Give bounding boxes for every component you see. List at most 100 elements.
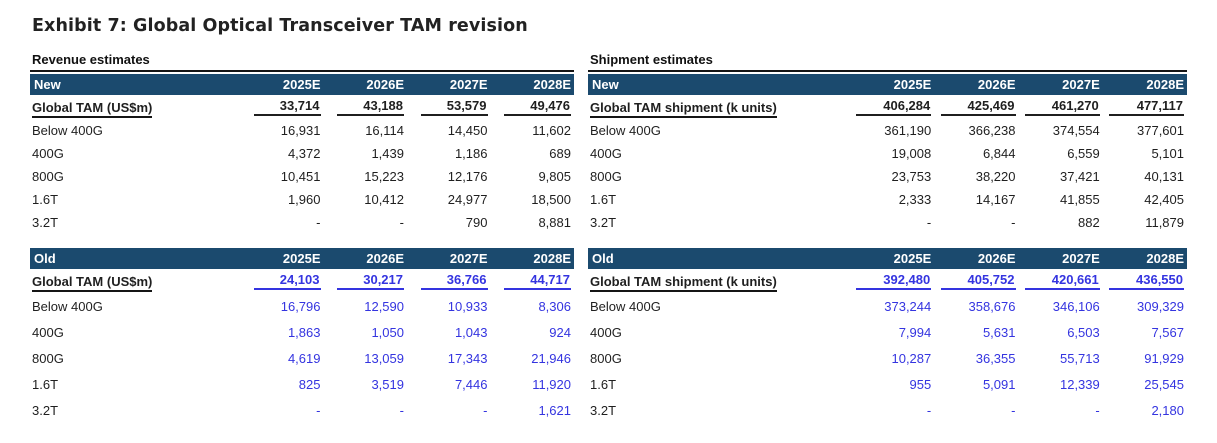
cell-value: 10,933 bbox=[447, 298, 488, 314]
cell-value: - bbox=[926, 215, 932, 230]
cell-value: 23,753 bbox=[891, 169, 932, 184]
metric-value-cell: 43,188 bbox=[324, 95, 408, 119]
cell-value: 36,355 bbox=[975, 350, 1016, 366]
old-scenario-header: Old bbox=[30, 248, 240, 269]
cell-value: 2,333 bbox=[898, 192, 932, 207]
row-label: Below 400G bbox=[590, 123, 661, 138]
metric-label-cell: Global TAM (US$m) bbox=[30, 269, 240, 293]
shipment-section: Shipment estimates New 2025E 2026E 2027E 202… bbox=[588, 52, 1187, 423]
table-row: Below 400G 373,244 358,676 346,106 309,329 bbox=[588, 293, 1187, 319]
table-header-row: Old 2025E 2026E 2027E 2028E bbox=[30, 248, 574, 269]
year-column-header: 2028E bbox=[490, 248, 574, 269]
table-row: 800G 10,287 36,355 55,713 91,929 bbox=[588, 345, 1187, 371]
cell-value: 25,545 bbox=[1144, 376, 1184, 392]
table-row: 800G 4,619 13,059 17,343 21,946 bbox=[30, 345, 574, 371]
cell-value: 3,519 bbox=[371, 376, 404, 392]
cell-value: 13,059 bbox=[364, 350, 404, 366]
cell-value: 10,287 bbox=[891, 350, 932, 366]
metric-value: 392,480 bbox=[856, 272, 932, 290]
row-label: 3.2T bbox=[590, 215, 617, 230]
table-row: 400G 1,863 1,050 1,043 924 bbox=[30, 319, 574, 345]
cell-value: 24,977 bbox=[447, 192, 488, 207]
row-label: 1.6T bbox=[590, 192, 617, 207]
cell-value: 21,946 bbox=[531, 350, 571, 366]
year-column-header: 2026E bbox=[323, 248, 407, 269]
revenue-section: Revenue estimates New 2025E 2026E 2027E 2028… bbox=[30, 52, 574, 423]
table-row: 400G 19,008 6,844 6,559 5,101 bbox=[588, 142, 1187, 165]
cell-value: 1,050 bbox=[371, 324, 404, 340]
table-row: 1.6T 825 3,519 7,446 11,920 bbox=[30, 371, 574, 397]
year-column-header: 2028E bbox=[1102, 74, 1187, 95]
row-label: 400G bbox=[32, 146, 64, 161]
metric-label: Global TAM shipment (k units) bbox=[590, 273, 777, 292]
shipment-new-table: New 2025E 2026E 2027E 2028E Global TAM shipme… bbox=[588, 74, 1187, 234]
cell-value: 1,043 bbox=[454, 324, 488, 340]
cell-value: 882 bbox=[1078, 215, 1100, 230]
year-column-header: 2025E bbox=[240, 248, 324, 269]
table-row: 400G 7,994 5,631 6,503 7,567 bbox=[588, 319, 1187, 345]
row-label: 800G bbox=[590, 169, 622, 184]
metric-value-cell: 420,661 bbox=[1019, 269, 1103, 293]
year-column-header: 2026E bbox=[934, 74, 1019, 95]
cell-value: 14,450 bbox=[447, 123, 488, 138]
cell-value: 6,559 bbox=[1067, 146, 1100, 161]
metric-row: Global TAM (US$m) 33,714 43,188 53,579 49,47… bbox=[30, 95, 574, 119]
metric-label: Global TAM (US$m) bbox=[32, 273, 153, 292]
metric-value-cell: 461,270 bbox=[1019, 95, 1103, 119]
cell-value: 16,114 bbox=[365, 123, 404, 138]
metric-value: 436,550 bbox=[1109, 272, 1184, 290]
cell-value: 7,994 bbox=[898, 324, 932, 340]
row-label: 3.2T bbox=[590, 402, 617, 418]
table-header-row: Old 2025E 2026E 2027E 2028E bbox=[588, 248, 1187, 269]
year-column-header: 2026E bbox=[323, 74, 407, 95]
cell-value: - bbox=[1011, 215, 1016, 230]
year-column-header: 2027E bbox=[407, 74, 491, 95]
metric-label: Global TAM shipment (k units) bbox=[590, 99, 777, 118]
cell-value: 1,863 bbox=[287, 324, 321, 340]
table-row: 1.6T 1,960 10,412 24,977 18,500 bbox=[30, 188, 574, 211]
year-column-header: 2025E bbox=[850, 248, 935, 269]
cell-value: 91,929 bbox=[1144, 350, 1184, 366]
metric-row: Global TAM (US$m) 24,103 30,217 36,766 44,71… bbox=[30, 269, 574, 293]
cell-value: 12,590 bbox=[364, 298, 404, 314]
new-scenario-header: New bbox=[30, 74, 240, 95]
metric-label-cell: Global TAM shipment (k units) bbox=[588, 95, 850, 119]
metric-value: 420,661 bbox=[1024, 272, 1100, 290]
table-row: Below 400G 16,931 16,114 14,450 11,602 bbox=[30, 119, 574, 142]
metric-value-cell: 436,550 bbox=[1103, 269, 1187, 293]
metric-value: 477,117 bbox=[1109, 98, 1184, 116]
cell-value: 790 bbox=[465, 215, 488, 230]
cell-value: 309,329 bbox=[1137, 298, 1184, 314]
cell-value: 38,220 bbox=[975, 169, 1016, 184]
year-column-header: 2027E bbox=[407, 248, 491, 269]
metric-value: 405,752 bbox=[940, 272, 1016, 290]
table-gap bbox=[30, 234, 574, 248]
cell-value: 1,439 bbox=[371, 146, 404, 161]
year-column-header: 2027E bbox=[1018, 248, 1103, 269]
cell-value: 1,621 bbox=[538, 402, 571, 418]
row-label: Below 400G bbox=[32, 123, 103, 138]
cell-value: 10,412 bbox=[364, 192, 404, 207]
tables-grid: Revenue estimates New 2025E 2026E 2027E 2028… bbox=[30, 52, 1187, 423]
table-header-row: New 2025E 2026E 2027E 2028E bbox=[588, 74, 1187, 95]
row-label: 1.6T bbox=[32, 376, 59, 392]
cell-value: 8,881 bbox=[538, 215, 571, 230]
cell-value: - bbox=[399, 402, 404, 418]
table-row: 1.6T 955 5,091 12,339 25,545 bbox=[588, 371, 1187, 397]
new-scenario-header: New bbox=[588, 74, 850, 95]
cell-value: - bbox=[926, 402, 932, 418]
old-scenario-header: Old bbox=[588, 248, 850, 269]
table-header-row: New 2025E 2026E 2027E 2028E bbox=[30, 74, 574, 95]
cell-value: 5,091 bbox=[982, 376, 1016, 392]
metric-value: 36,766 bbox=[420, 272, 488, 290]
cell-value: 1,960 bbox=[287, 192, 321, 207]
revenue-new-table: New 2025E 2026E 2027E 2028E Global TAM (US$m)… bbox=[30, 74, 574, 234]
metric-value: 461,270 bbox=[1024, 98, 1100, 116]
cell-value: - bbox=[1095, 402, 1100, 418]
cell-value: 16,931 bbox=[280, 123, 321, 138]
cell-value: 42,405 bbox=[1144, 192, 1184, 207]
row-label: 400G bbox=[32, 324, 64, 340]
cell-value: 16,796 bbox=[280, 298, 321, 314]
cell-value: 12,176 bbox=[447, 169, 488, 184]
cell-value: 366,238 bbox=[968, 123, 1016, 138]
